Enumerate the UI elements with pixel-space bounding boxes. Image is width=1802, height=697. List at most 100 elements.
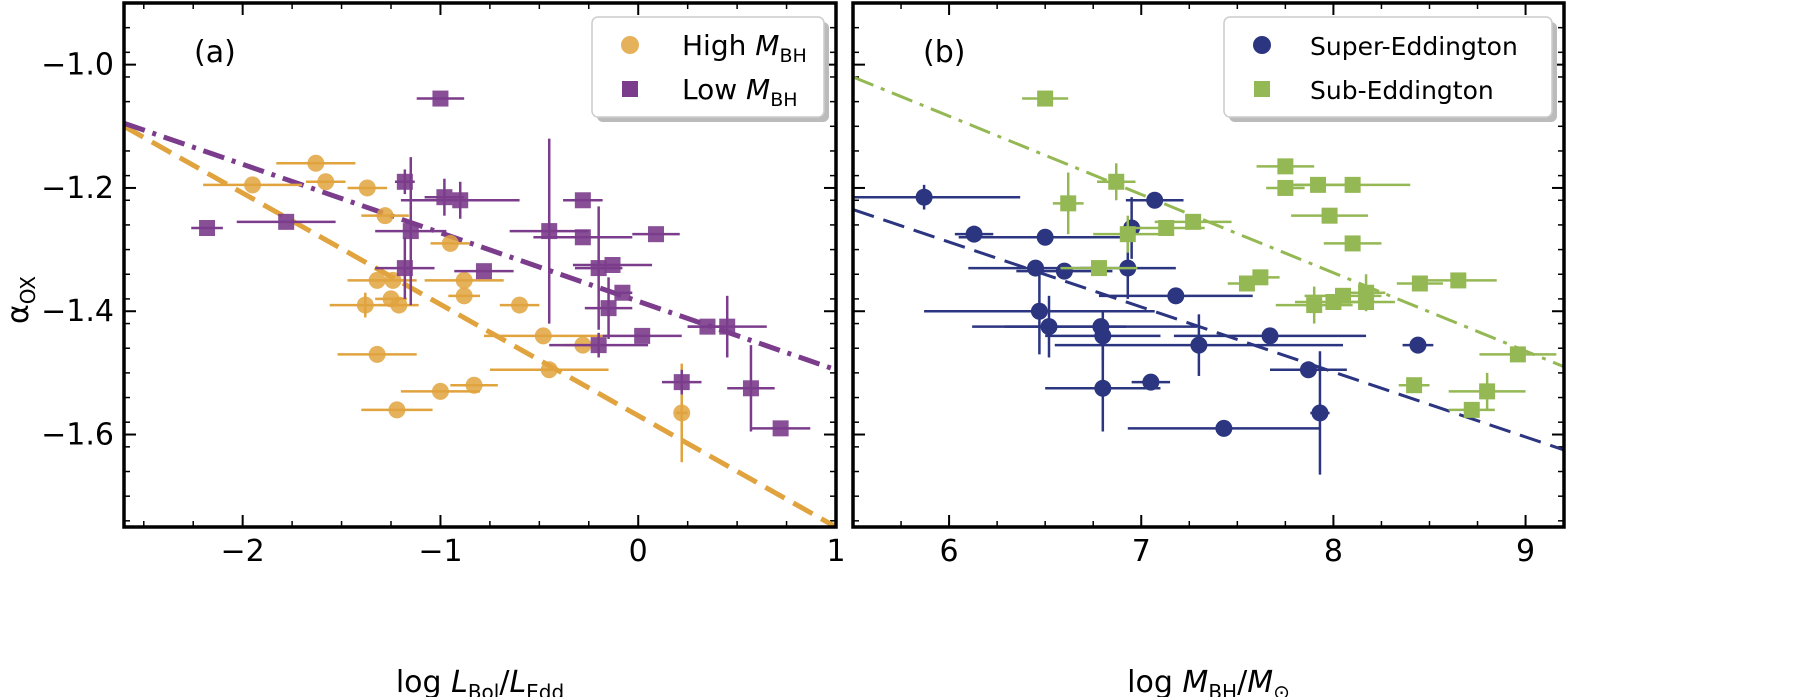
data-point: [1030, 302, 1048, 320]
data-point: [1306, 297, 1323, 314]
data-point: [1158, 220, 1175, 237]
data-point: [1027, 259, 1045, 277]
data-point: [402, 223, 419, 240]
data-point: [390, 296, 408, 314]
data-point: [634, 327, 651, 344]
fit-line: [853, 208, 1564, 452]
data-point: [452, 192, 469, 209]
data-point: [1299, 361, 1317, 379]
y-axis-label: αOX: [1, 276, 40, 324]
data-point: [574, 229, 591, 246]
data-point: [1406, 377, 1423, 394]
data-point: [356, 296, 374, 314]
data-point: [278, 213, 295, 230]
legend-marker: [621, 36, 639, 54]
data-point: [511, 296, 529, 314]
data-point: [604, 257, 621, 273]
legend-entry: Low MBH: [682, 73, 798, 111]
data-point: [455, 287, 473, 305]
data-point: [534, 327, 552, 345]
y-tick-label: −1.6: [41, 418, 114, 453]
data-point: [965, 225, 983, 243]
data-point: [465, 376, 483, 394]
data-point: [1261, 327, 1279, 345]
data-point: [1119, 226, 1136, 243]
data-point: [673, 404, 691, 422]
data-point: [396, 173, 413, 190]
data-point: [1090, 260, 1107, 277]
data-point: [376, 207, 394, 225]
data-point: [307, 154, 325, 172]
x-tick-label: −1: [418, 534, 462, 569]
data-point: [368, 345, 386, 363]
panel-label: (b): [923, 35, 965, 70]
data-point: [475, 263, 492, 280]
fit-line: [124, 124, 836, 527]
data-point: [1463, 401, 1480, 418]
data-point: [436, 189, 453, 206]
legend-entry: Super-Eddington: [1310, 32, 1518, 61]
data-point: [719, 318, 736, 335]
data-point: [1277, 158, 1294, 175]
data-point: [772, 420, 789, 437]
data-point: [1190, 336, 1208, 354]
x-tick-label: −2: [221, 534, 265, 569]
data-point: [1411, 275, 1428, 292]
legend-entry: High MBH: [682, 29, 807, 67]
data-point: [317, 173, 335, 191]
data-point: [1450, 272, 1467, 289]
legend-marker: [1253, 36, 1271, 54]
x-axis-label: log LBol/LEdd: [396, 665, 564, 697]
data-point: [1142, 373, 1160, 391]
data-point: [1409, 336, 1427, 354]
data-point: [1277, 179, 1294, 196]
data-point: [1185, 213, 1202, 230]
panel-b: 6 7 8 9 log MBH/M⊙ (b) Super-Eddington Sub-Eddi…: [851, 1, 1566, 697]
data-point: [742, 380, 759, 397]
x-tick-label: 6: [940, 534, 959, 569]
data-point: [1060, 195, 1077, 212]
data-point: [199, 220, 216, 237]
legend-marker: [1254, 81, 1270, 97]
data-point: [1252, 269, 1269, 286]
data-point: [1167, 287, 1185, 305]
data-point: [614, 284, 631, 301]
y-tick-label: −1.2: [41, 171, 114, 206]
y-tick-label: −1.4: [41, 294, 114, 329]
legend-entry: Sub-Eddington: [1310, 76, 1494, 105]
data-point: [358, 179, 376, 197]
x-tick-label: 8: [1324, 534, 1343, 569]
data-point: [432, 90, 449, 107]
panel-label: (a): [194, 35, 236, 70]
data-point: [1108, 173, 1125, 190]
data-point: [384, 271, 402, 289]
data-point: [1358, 293, 1375, 310]
x-tick-label: 1: [826, 534, 845, 569]
x-tick-label: 7: [1132, 534, 1151, 569]
data-point: [396, 260, 413, 277]
data-point: [441, 234, 459, 252]
data-point: [1037, 90, 1054, 107]
legend-box: [591, 16, 825, 118]
data-point: [1036, 228, 1054, 246]
data-point: [1321, 207, 1338, 224]
data-point: [648, 226, 665, 243]
data-point: [1311, 404, 1329, 422]
data-point: [1055, 262, 1073, 280]
data-point: [1344, 176, 1361, 193]
data-point: [590, 337, 607, 354]
data-point: [673, 374, 690, 391]
x-tick-label: 9: [1516, 534, 1535, 569]
data-point: [1146, 191, 1164, 209]
data-point: [431, 382, 449, 400]
data-point: [540, 361, 558, 379]
data-point: [244, 176, 262, 194]
data-point: [590, 260, 607, 277]
plot-frame: [122, 1, 838, 529]
data-point: [1509, 346, 1526, 363]
x-axis-label: log MBH/M⊙: [1127, 665, 1290, 697]
data-point: [388, 401, 406, 419]
legend-marker: [622, 81, 638, 97]
data-point: [600, 300, 617, 317]
